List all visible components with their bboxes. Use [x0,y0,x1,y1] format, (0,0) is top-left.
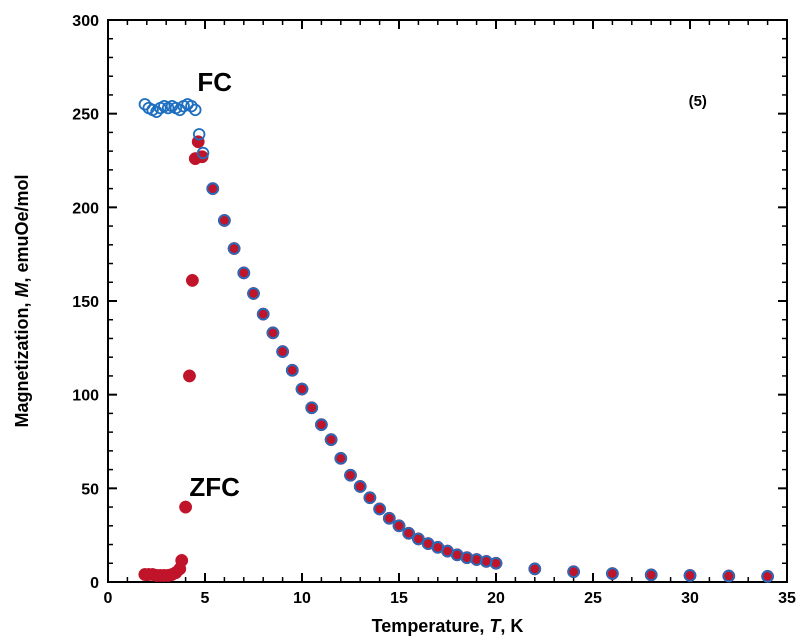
fc-point [218,214,231,227]
fc-point [227,242,241,255]
x-axis-label-prefix: Temperature, [372,616,490,636]
fc-point [645,568,658,582]
fc-point [276,345,289,358]
y-axis-label: Magnetization, M, emuOe/mol [12,174,32,427]
fc-point [247,287,260,300]
axis-ticks: 0 5 10 15 20 25 30 35 0 50 100 150 200 250 300 [72,13,796,607]
fc-point [237,266,251,280]
x-axis-label-symbol: T [489,616,502,636]
sample-number-annotation: (5) [689,93,707,110]
annotations: FC ZFC (5) [189,67,707,502]
fc-point [185,99,198,113]
fc-point [363,491,377,504]
zfc-point [722,569,736,583]
x-tick-label: 20 [487,590,505,607]
zfc-point [195,150,209,164]
y-axis-label-suffix: , emuOe/mol [12,174,32,282]
zfc-point [761,569,775,583]
axis-labels: Temperature, T, K Magnetization, M, emuO… [12,174,523,636]
fc-point [528,562,542,576]
zfc-point [644,568,658,582]
zfc-point [528,562,542,576]
zfc-point [175,554,189,567]
x-axis-label-suffix: , K [500,616,523,636]
fc-annotation: FC [197,67,232,97]
y-tick-label: 50 [81,481,99,498]
y-tick-label: 100 [72,388,99,405]
plot-area: 0 5 10 15 20 25 30 35 0 50 100 150 200 250 300 [72,13,796,607]
fc-point [196,146,210,160]
fc-point [189,103,202,117]
x-tick-label: 30 [681,590,699,607]
zfc-point [567,565,581,579]
fc-point [383,512,396,525]
x-tick-label: 35 [778,590,796,607]
zfc-annotation: ZFC [189,472,240,502]
fc-point [373,502,386,516]
fc-point [286,364,299,377]
fc-point [392,519,406,533]
fc-point [334,452,348,465]
zfc-point [179,500,193,514]
y-tick-label: 300 [72,13,99,30]
fc-point [324,433,338,446]
y-tick-label: 150 [72,294,99,311]
fc-point [402,527,415,540]
fc-point [722,569,736,583]
fc-point [761,570,774,583]
fc-point [192,128,206,141]
fc-point [412,532,425,546]
y-tick-label: 200 [72,200,99,217]
zfc-point [185,273,199,287]
fc-point [567,565,580,578]
x-tick-label: 15 [390,590,408,607]
fc-point [266,326,280,340]
fc-point [206,182,219,195]
x-tick-label: 25 [584,590,602,607]
fc-point [257,307,270,321]
fc-point [344,469,357,482]
x-tick-label: 5 [201,590,210,607]
fc-point [683,569,697,582]
x-tick-label: 10 [293,590,311,607]
fc-point [315,418,328,431]
y-tick-label: 0 [90,575,99,592]
y-tick-label: 250 [72,107,99,124]
zfc-point [683,568,697,582]
zfc-point [183,369,196,383]
fc-point [606,567,619,580]
y-axis-label-prefix: Magnetization, [12,298,32,428]
fc-point [489,557,503,570]
fc-point [354,480,367,493]
y-axis-label-symbol: M [12,282,32,298]
x-tick-label: 0 [104,590,113,607]
x-axis-label: Temperature, T, K [372,616,524,636]
zfc-point [605,567,619,581]
fc-point [295,382,309,396]
data-points [138,98,775,583]
fc-point [305,401,318,414]
